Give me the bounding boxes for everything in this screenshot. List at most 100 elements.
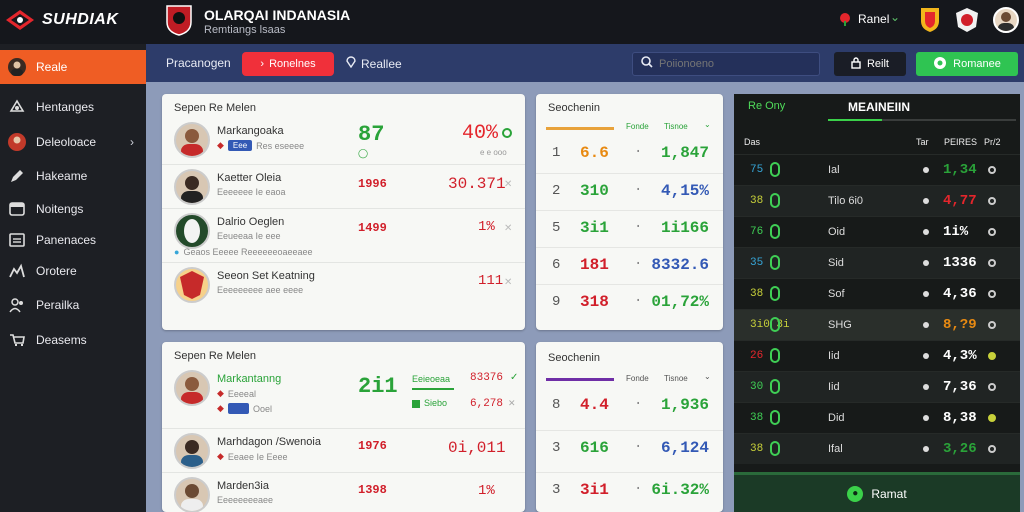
club-badge-icon[interactable] [954,7,980,33]
separator-dot: · [634,439,643,455]
title-underline [546,127,614,130]
standings-row[interactable]: 2 310 · 4,15% [536,173,723,210]
brand-name[interactable]: SUHDIAK [42,11,119,28]
flag-icon[interactable] [838,12,852,26]
sidebar-item-label: Deleoloace [36,135,97,149]
row-code: 38 [750,195,764,207]
standings-row[interactable]: 8 4.4 · 1,936 [536,388,723,430]
legend-swatch [412,400,420,408]
chevron-right-icon[interactable]: › [130,135,134,149]
team-logo [174,267,210,303]
column-header: Tisnoe [664,122,688,131]
standings-row[interactable]: 5 3i1 · 1i166 [536,210,723,247]
row-code: 35 [750,257,764,269]
standings-list: 8 4.4 · 1,936 3 616 · 6,124 3 3i1 · 6i.32% [536,388,723,512]
match-row[interactable]: Seeon Set Keatning Eeeeeeeee aee eeee 11… [162,262,525,312]
sidebar-item-deasems[interactable]: Deasems [0,323,146,357]
standings-row[interactable]: 3 616 · 6,124 [536,430,723,472]
radio-icon[interactable] [988,197,996,205]
brand-logo-icon[interactable] [4,6,36,34]
search-input[interactable] [659,58,809,70]
result-value: 6,124 [660,439,709,457]
club-crest-icon [165,4,193,36]
live-panel-tab[interactable]: Re Ony [748,100,786,112]
tab-reallee[interactable]: Reallee [346,56,402,71]
live-row[interactable]: 76 Oid 1i% [734,216,1020,247]
sidebar-item-label: Hakeame [36,169,88,183]
sidebar-item-perailka[interactable]: Perailka [0,288,146,322]
card-title: Sepen Re Melen [174,102,256,114]
radio-icon[interactable] [988,321,996,329]
radio-icon[interactable] [988,166,996,174]
row-label: Sid [828,257,844,269]
match-percent: 111 [478,273,504,289]
radio-icon[interactable] [988,383,996,391]
bullet-icon [923,446,929,452]
match-meta: ◆ Eeeeal [217,388,256,399]
live-row[interactable]: 38 Tilo 6i0 4,77 [734,185,1020,216]
matches-card-top: Sepen Re Melen Markangoaka ◆ Eee Res eseee… [162,94,525,330]
close-icon[interactable]: ✕ [504,179,513,190]
live-footer-button[interactable]: ● Ramat [734,472,1020,512]
match-row[interactable]: Dalrio Oeglen Eeueeaa Ie eee ● Geaos Eeee… [162,208,525,260]
rank: 9 [552,294,561,310]
chevron-down-icon[interactable]: ⌄ [704,120,711,129]
match-score: 1996 [358,177,387,191]
radio-icon[interactable] [988,352,996,360]
sidebar-item-panenaces[interactable]: Panenaces [0,223,146,257]
chevron-down-icon[interactable]: ⌄ [890,10,901,24]
standings-row[interactable]: 1 6.6 · 1,847 [536,136,723,173]
tag-icon: › [260,58,265,70]
close-icon[interactable]: ✕ [508,398,516,408]
radio-icon[interactable] [988,414,996,422]
sidebar-item-label: Hentanges [36,100,95,114]
romanee-button[interactable]: Romanee [916,52,1018,76]
match-row[interactable]: Marden3ia Eeeeeeeeaee 1398 1% [162,472,525,512]
standings-row[interactable]: 6 181 · 8332.6 [536,247,723,284]
sidebar-item-deleoloace[interactable]: Deleoloace › [0,125,146,159]
live-row[interactable]: 38 Sof 4,36 [734,278,1020,309]
shield-badge-icon[interactable] [920,7,940,33]
radio-icon[interactable] [988,445,996,453]
match-row[interactable]: Markangoaka ◆ Eee Res eseeee 87 40% ◯ e e … [162,118,525,162]
match-percent: 1% [478,483,495,499]
live-row[interactable]: 26 Iid 4,3% [734,340,1020,371]
sidebar-item-reale[interactable]: Reale [0,50,146,84]
sidebar-item-hentanges[interactable]: Hentanges [0,90,146,124]
toolbar-label[interactable]: Pracanogen [166,56,231,70]
sidebar-item-label: Panenaces [36,233,97,247]
user-name[interactable]: Ranel [858,12,890,26]
separator-dot: · [634,256,643,272]
match-row[interactable]: Kaetter Oleia Eeeeeee Ie eaoa 1996 30.37… [162,164,525,208]
shield-icon: ◯ [358,148,369,158]
live-row[interactable]: 75 Ial 1,34 [734,154,1020,185]
radio-icon[interactable] [988,290,996,298]
match-name: Dalrio Oeglen [217,216,285,228]
live-row[interactable]: 3i0 3i SHG 8,?9 [734,309,1020,340]
user-avatar[interactable] [993,7,1019,33]
sidebar-item-orotere[interactable]: Orotere [0,254,146,288]
close-icon[interactable]: ✕ [504,223,513,234]
standings-row[interactable]: 9 318 · 01,72% [536,284,723,321]
tab-active[interactable]: › Ronelnes [242,52,334,76]
standings-row[interactable]: 3 3i1 · 6i.32% [536,472,723,512]
close-icon[interactable]: ✕ [504,277,513,288]
sidebar-item-noitengs[interactable]: Noitengs [0,192,146,226]
radio-icon[interactable] [988,228,996,236]
live-panel-title[interactable]: MEAINEIIN [848,100,911,114]
sidebar-item-hakeame[interactable]: Hakeame [0,159,146,193]
toolbar: Pracanogen › Ronelnes Reallee Reilt Roma… [146,44,1024,82]
reilt-button[interactable]: Reilt [834,52,906,76]
chevron-down-icon[interactable]: ⌄ [704,372,711,381]
radio-icon[interactable] [988,259,996,267]
search-box[interactable] [632,52,820,76]
romanee-button-label: Romanee [953,58,1001,70]
bullet-icon [923,353,929,359]
match-row[interactable]: Marhdagon /Swenoia ◆ Eeaee Ie Eeee 1976 0… [162,428,525,470]
live-row[interactable]: 35 Sid 1336 [734,247,1020,278]
live-row[interactable]: 30 Iid 7,36 [734,371,1020,402]
live-row[interactable]: 38 Ifal 3,26 [734,433,1020,464]
matches-card-bottom: Sepen Re Melen Markantanng ◆ Eeeeal ◆ Ooe… [162,342,525,512]
match-row[interactable]: Markantanng ◆ Eeeeal ◆ Ooel 2i1 Eeieoeaa … [162,366,525,426]
live-row[interactable]: 38 Did 8,38 [734,402,1020,433]
